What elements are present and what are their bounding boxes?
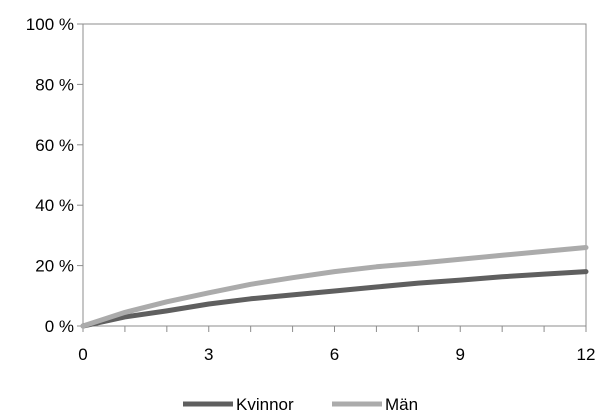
x-tick-label: 12 <box>577 345 596 364</box>
y-axis: 0 % 20 % 40 % 60 % 80 % 100 % <box>26 15 83 336</box>
legend-label-man: Män <box>385 395 418 413</box>
x-tick-label: 6 <box>330 345 339 364</box>
x-axis: 0 3 6 9 12 <box>78 326 595 364</box>
x-tick-label: 3 <box>204 345 213 364</box>
y-tick-label: 60 % <box>35 136 74 155</box>
x-tick-label: 0 <box>78 345 87 364</box>
series-lines <box>83 248 586 327</box>
series-line-kvinnor <box>83 272 586 326</box>
x-tick-label: 9 <box>456 345 465 364</box>
y-tick-label: 20 % <box>35 257 74 276</box>
y-tick-label: 80 % <box>35 75 74 94</box>
y-tick-label: 0 % <box>45 317 74 336</box>
y-tick-label: 40 % <box>35 196 74 215</box>
legend: Kvinnor Män <box>183 395 418 413</box>
plot-border <box>83 24 586 326</box>
plot-area <box>83 24 586 326</box>
legend-label-kvinnor: Kvinnor <box>236 395 294 413</box>
y-tick-label: 100 % <box>26 15 74 34</box>
